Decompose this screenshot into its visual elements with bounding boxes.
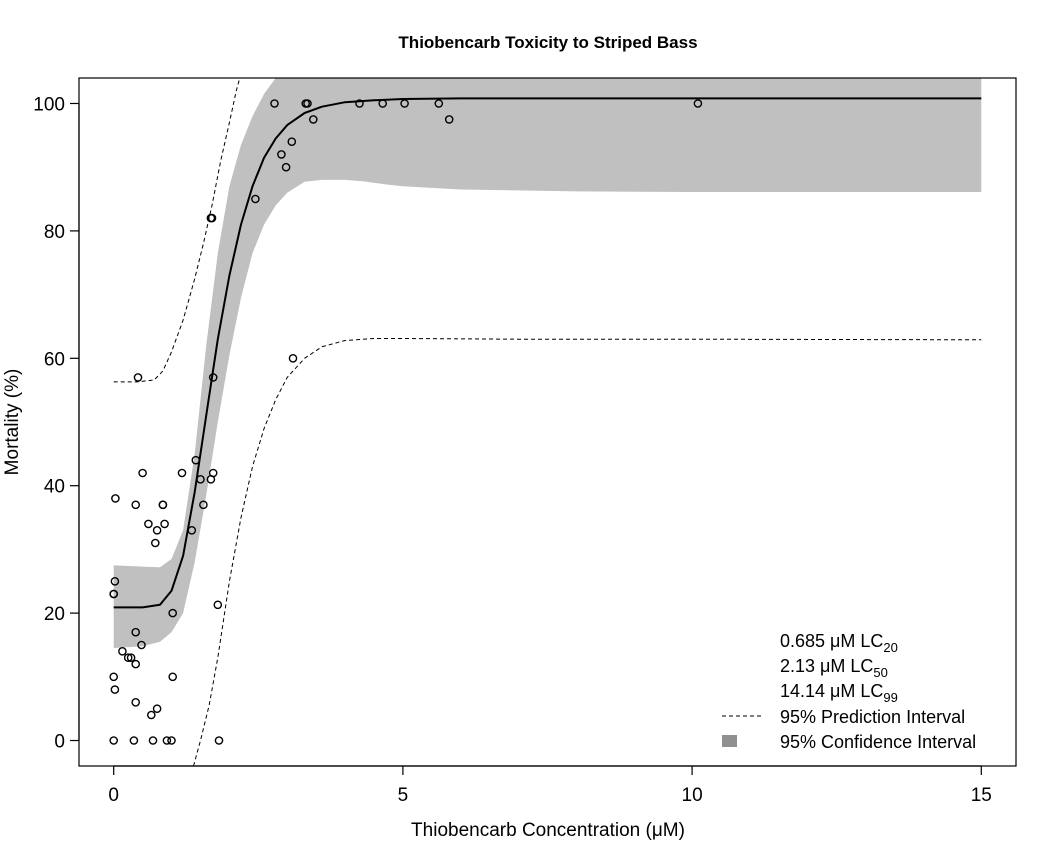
data-point: [137, 640, 146, 650]
data-point: [287, 137, 297, 146]
observation-points: [109, 99, 703, 745]
data-point: [160, 519, 169, 529]
y-axis: 0 20 40 60 80 100: [33, 94, 80, 753]
data-point: [277, 150, 286, 159]
data-point: [308, 115, 318, 124]
data-point: [109, 672, 118, 682]
data-point: [251, 194, 260, 204]
confidence-band: [113, 78, 982, 649]
legend-lc20: 0.685 μM LC20: [780, 631, 898, 655]
data-point: [213, 600, 223, 610]
y-axis-label: Mortality (%): [2, 369, 23, 476]
data-point: [131, 500, 140, 510]
plot-area: [109, 77, 982, 767]
data-point: [110, 577, 120, 586]
data-point: [303, 99, 312, 108]
data-point: [270, 99, 279, 108]
data-point: [152, 704, 162, 714]
y-tick-label: 20: [44, 604, 65, 625]
data-point: [109, 589, 118, 599]
data-point: [281, 162, 291, 172]
legend-confidence-swatch-icon: [722, 735, 737, 747]
legend-prediction-label: 95% Prediction Interval: [780, 707, 965, 727]
data-point: [110, 685, 120, 694]
data-point: [138, 468, 147, 478]
prediction-interval-upper: [113, 77, 241, 383]
data-point: [378, 99, 388, 108]
data-point: [208, 468, 218, 478]
data-point: [131, 627, 140, 637]
y-tick-label: 40: [44, 477, 65, 498]
data-point: [196, 474, 205, 484]
data-point: [168, 608, 177, 618]
data-point: [129, 736, 139, 745]
data-point: [111, 494, 120, 503]
data-point: [207, 213, 217, 223]
confidence-band-area: [113, 78, 982, 649]
legend-confidence-label: 95% Confidence Interval: [780, 732, 976, 752]
data-point: [144, 519, 153, 529]
data-point: [177, 468, 187, 478]
y-tick-label: 100: [33, 94, 65, 115]
x-tick-label: 0: [108, 785, 119, 806]
data-point: [131, 698, 140, 707]
data-point: [199, 500, 208, 510]
data-point: [126, 653, 136, 663]
x-tick-label: 5: [398, 785, 409, 806]
prediction-interval: [113, 77, 982, 767]
x-tick-label: 15: [971, 785, 992, 806]
legend: 0.685 μM LC20 2.13 μM LC50 14.14 μM LC99…: [722, 631, 976, 752]
chart-title: Thiobencarb Toxicity to Striped Bass: [398, 33, 697, 52]
data-point: [168, 672, 177, 682]
y-tick-label: 80: [44, 222, 65, 243]
data-point: [191, 455, 201, 465]
x-axis-label: Thiobencarb Concentration (μM): [411, 820, 685, 841]
data-point: [109, 736, 118, 745]
data-point: [133, 373, 143, 382]
y-tick-label: 60: [44, 349, 65, 370]
fit-line: [113, 97, 982, 609]
data-point: [162, 736, 172, 745]
y-tick-label: 0: [54, 732, 65, 753]
data-point: [150, 538, 160, 548]
data-point: [167, 736, 176, 745]
prediction-interval-lower: [193, 338, 982, 767]
x-axis: 0 5 10 15: [108, 765, 992, 806]
x-tick-label: 10: [682, 785, 703, 806]
data-point: [131, 659, 140, 669]
data-point: [158, 500, 168, 510]
data-point: [152, 526, 162, 535]
data-point: [208, 373, 218, 382]
data-point: [118, 647, 127, 656]
data-point: [187, 526, 197, 535]
data-point: [400, 99, 409, 108]
data-point: [355, 99, 364, 108]
data-point: [146, 710, 156, 720]
fit-curve: [113, 97, 982, 609]
legend-lc99: 14.14 μM LC99: [780, 681, 898, 705]
data-point: [693, 99, 703, 108]
data-point: [214, 736, 224, 745]
data-point: [148, 736, 158, 745]
data-point: [288, 353, 298, 363]
legend-lc50: 2.13 μM LC50: [780, 656, 888, 680]
data-point: [444, 115, 454, 124]
data-point: [434, 99, 444, 108]
data-point: [123, 653, 133, 663]
